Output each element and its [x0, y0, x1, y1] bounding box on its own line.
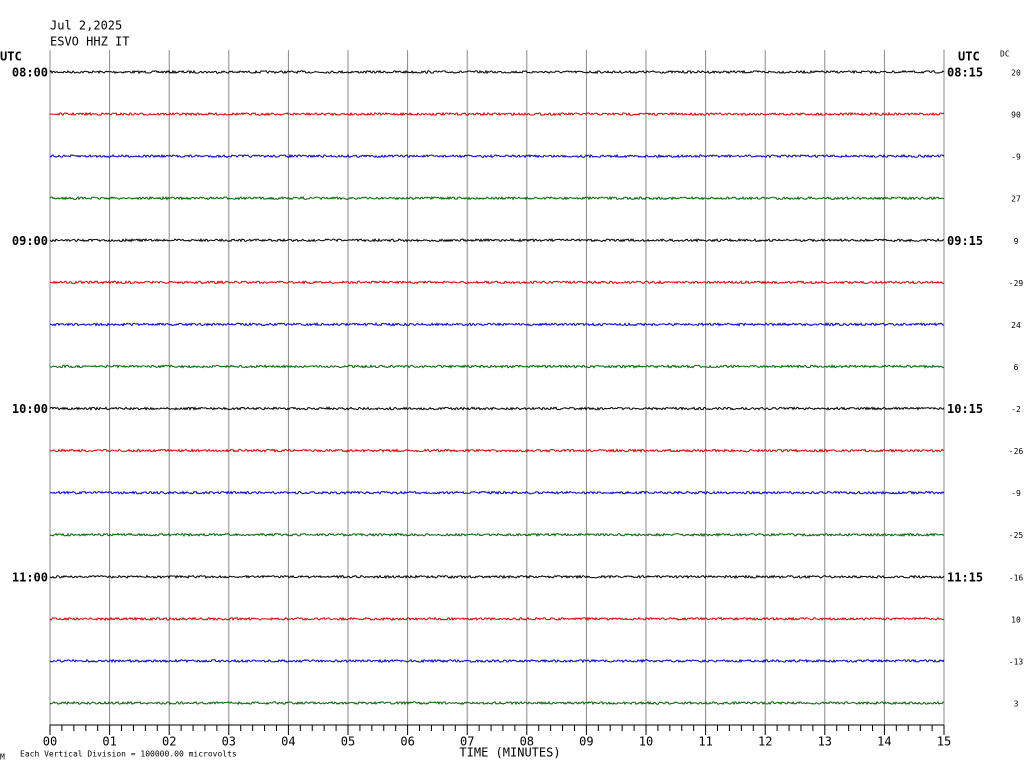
footer-scale: Each Vertical Division = 100000.00 micro…	[20, 750, 237, 759]
left-axis-label: UTC	[0, 50, 22, 64]
x-tick-label: 09	[579, 735, 593, 749]
station: ESVO HHZ IT	[50, 35, 129, 49]
x-axis-label: TIME (MINUTES)	[459, 746, 560, 760]
dc-label: DC	[1000, 50, 1010, 59]
trace	[49, 532, 945, 538]
trace	[49, 237, 945, 243]
dc-value: 27	[1011, 195, 1021, 204]
trace	[49, 153, 945, 159]
right-time: 08:15	[947, 66, 983, 80]
dc-value: 24	[1011, 321, 1021, 330]
right-time: 10:15	[947, 402, 983, 416]
trace	[49, 616, 945, 622]
x-tick-label: 03	[222, 735, 236, 749]
dc-value: -29	[1009, 279, 1024, 288]
trace	[49, 322, 945, 327]
dc-value: -9	[1011, 489, 1021, 498]
trace	[49, 280, 945, 285]
x-tick-label: 11	[698, 735, 712, 749]
dc-value: -26	[1009, 447, 1024, 456]
dc-value: 90	[1011, 111, 1021, 120]
dc-value: 9	[1014, 237, 1019, 246]
x-tick-label: 05	[341, 735, 355, 749]
dc-value: 10	[1011, 615, 1021, 624]
dc-value: -25	[1009, 531, 1024, 540]
x-tick-label: 00	[43, 735, 57, 749]
trace	[49, 448, 945, 453]
right-time: 11:15	[947, 570, 983, 584]
right-axis-label: UTC	[958, 50, 980, 64]
dc-value: 3	[1014, 700, 1019, 709]
dc-value: -13	[1009, 657, 1024, 666]
right-time: 09:15	[947, 234, 983, 248]
x-tick-label: 14	[877, 735, 891, 749]
x-tick-label: 15	[937, 735, 951, 749]
trace	[49, 658, 945, 664]
left-time: 10:00	[12, 402, 48, 416]
trace	[49, 364, 944, 369]
trace	[49, 195, 945, 201]
x-tick-label: 10	[639, 735, 653, 749]
left-time: 11:00	[12, 570, 48, 584]
trace	[49, 69, 945, 75]
x-tick-label: 01	[102, 735, 116, 749]
left-time: 08:00	[12, 66, 48, 80]
trace	[49, 406, 945, 411]
x-tick-label: 12	[758, 735, 772, 749]
dc-value: 6	[1014, 363, 1019, 372]
trace	[49, 111, 945, 117]
x-tick-label: 02	[162, 735, 176, 749]
dc-value: 20	[1011, 69, 1021, 78]
x-tick-label: 04	[281, 735, 295, 749]
trace	[49, 574, 945, 580]
x-tick-label: 08	[520, 735, 534, 749]
dc-value: -9	[1011, 153, 1021, 162]
trace	[49, 490, 945, 495]
x-tick-label: 06	[400, 735, 414, 749]
x-tick-label: 13	[818, 735, 832, 749]
trace	[49, 700, 945, 706]
footer-mark: M	[0, 753, 5, 762]
dc-value: -16	[1009, 573, 1024, 582]
dc-value: -2	[1011, 405, 1021, 414]
left-time: 09:00	[12, 234, 48, 248]
date: Jul 2,2025	[50, 19, 122, 33]
x-tick-label: 07	[460, 735, 474, 749]
